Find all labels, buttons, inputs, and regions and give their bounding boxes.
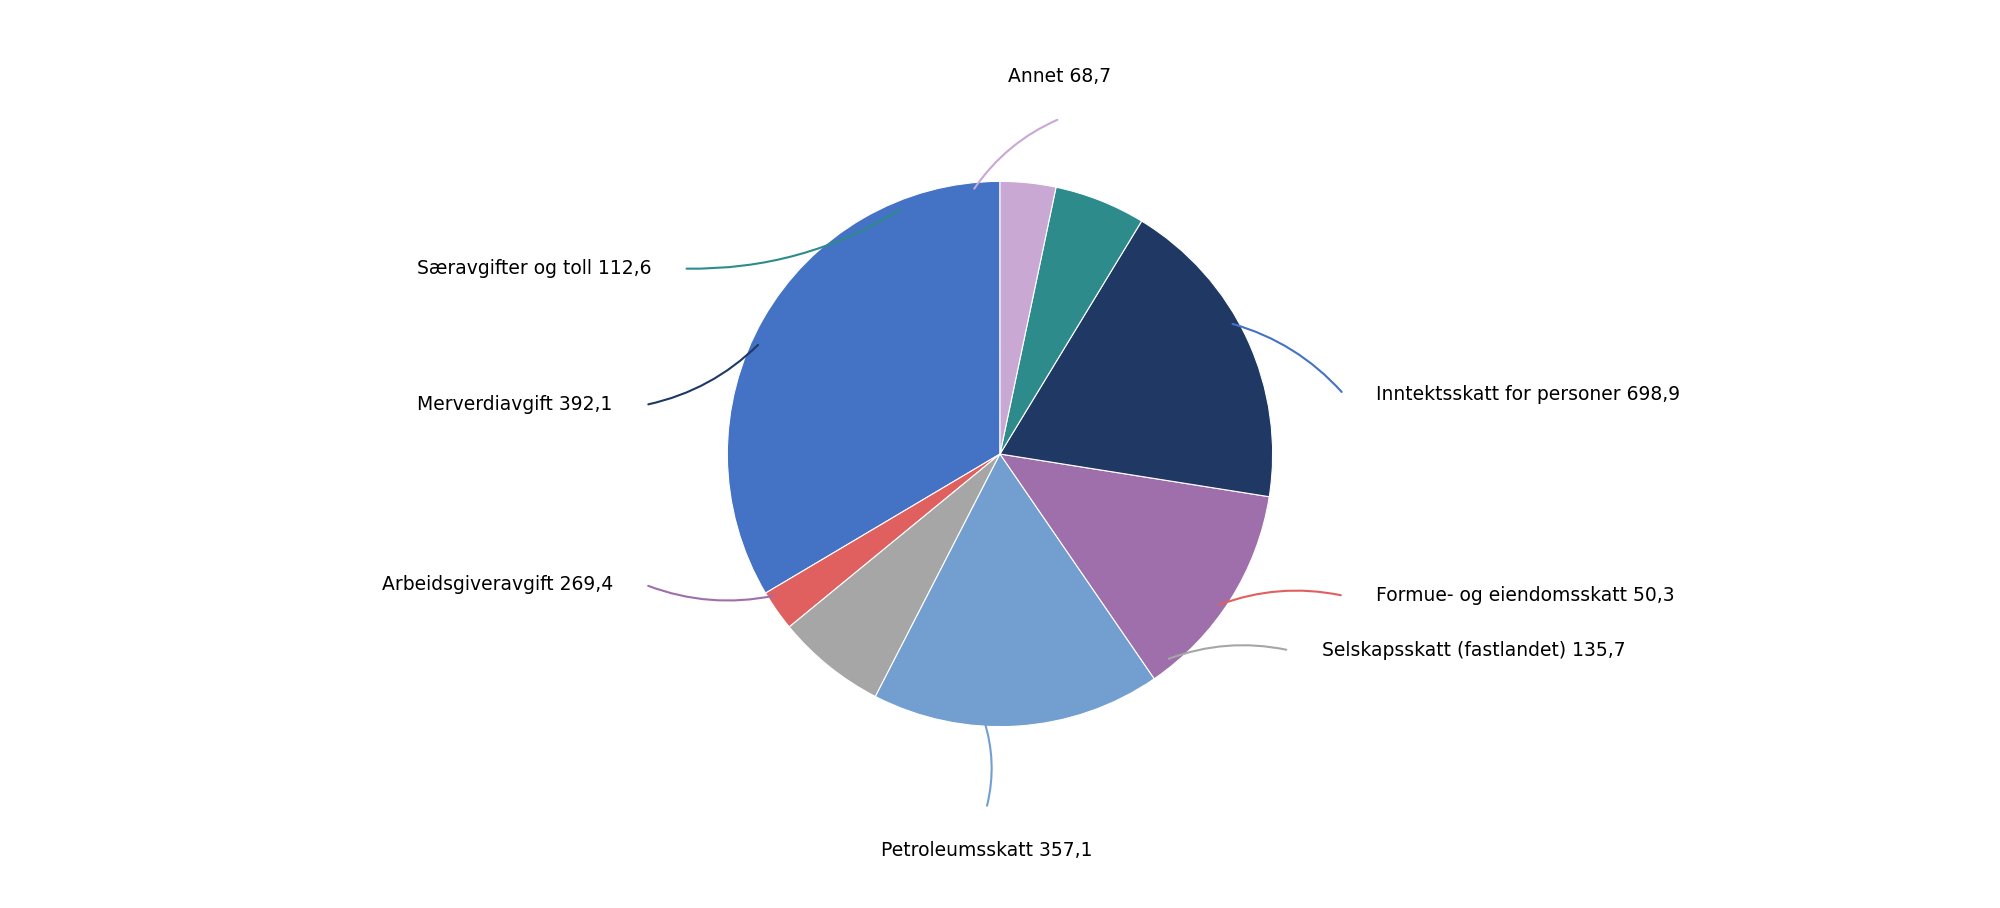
Wedge shape <box>1000 454 1270 679</box>
Text: Inntektsskatt for personer 698,9: Inntektsskatt for personer 698,9 <box>1376 384 1680 403</box>
Wedge shape <box>728 182 1000 593</box>
Text: Særavgifter og toll 112,6: Særavgifter og toll 112,6 <box>416 259 652 278</box>
Text: Formue- og eiendomsskatt 50,3: Formue- og eiendomsskatt 50,3 <box>1376 587 1674 606</box>
Text: Arbeidsgiveravgift 269,4: Arbeidsgiveravgift 269,4 <box>382 576 612 595</box>
Wedge shape <box>1000 221 1272 497</box>
Wedge shape <box>790 454 1000 696</box>
Wedge shape <box>876 454 1154 726</box>
Text: Annet 68,7: Annet 68,7 <box>1008 67 1112 86</box>
Wedge shape <box>1000 182 1056 454</box>
Text: Petroleumsskatt 357,1: Petroleumsskatt 357,1 <box>880 841 1092 860</box>
Wedge shape <box>766 454 1000 627</box>
Text: Merverdiavgift 392,1: Merverdiavgift 392,1 <box>418 395 612 414</box>
Text: Selskapsskatt (fastlandet) 135,7: Selskapsskatt (fastlandet) 135,7 <box>1322 641 1626 660</box>
Wedge shape <box>1000 187 1142 454</box>
